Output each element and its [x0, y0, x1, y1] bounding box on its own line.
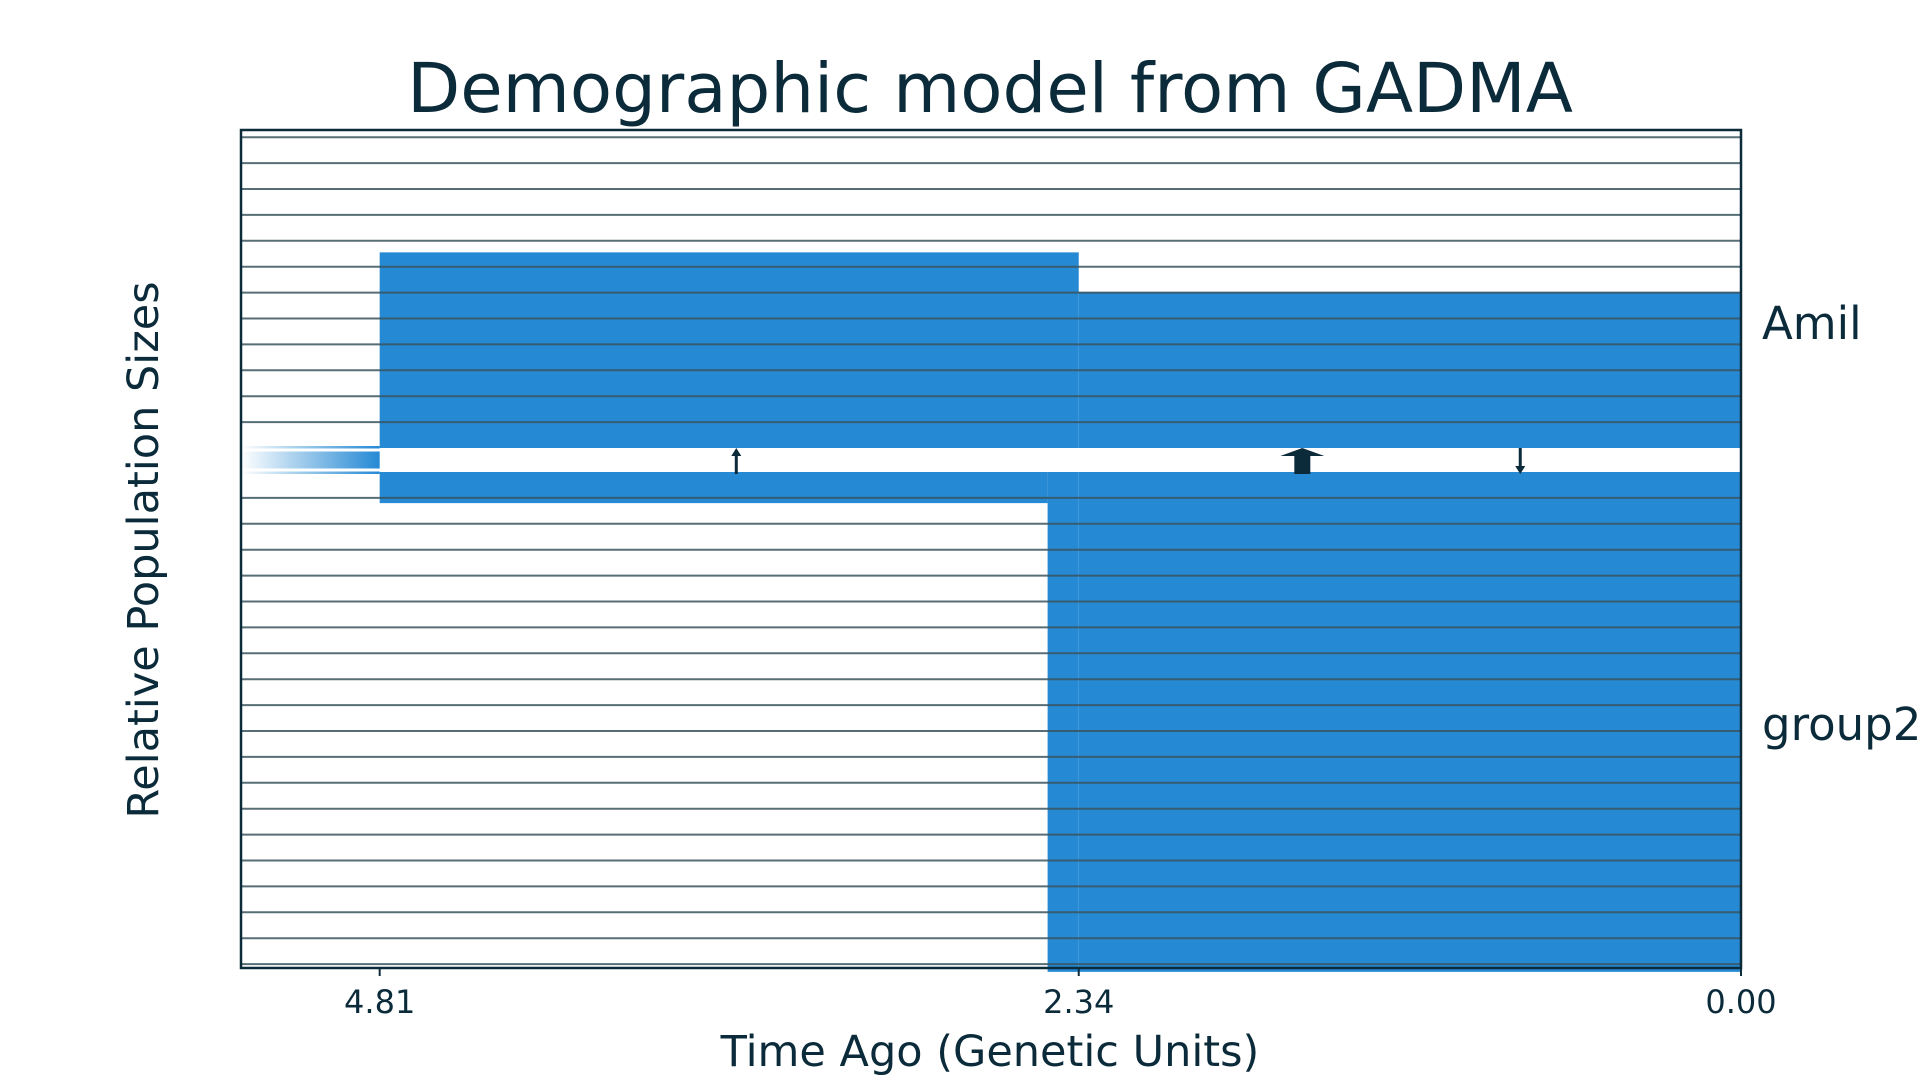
chart-title: Demographic model from GADMA: [407, 49, 1573, 129]
population-group2-segment-2: [1078, 472, 1741, 972]
population-Amil-segment-0: [379, 252, 1079, 448]
plot-area: 4.81 2.34 0.00 Amil group2: [239, 128, 1920, 1021]
x-tick-label: 2.34: [1043, 983, 1114, 1021]
population-group2-segment-0: [379, 472, 1048, 504]
migration-arrow-2-head: [1515, 466, 1526, 474]
migration-arrow-2-shaft: [1518, 448, 1522, 466]
plot-frame: [239, 128, 1743, 970]
migration-arrow-1-shaft: [1294, 454, 1311, 474]
population-group2-segment-1: [1047, 472, 1079, 972]
population-label-amil: Amil: [1762, 297, 1862, 350]
migration-arrow-1-head: [1280, 448, 1325, 456]
migration-arrow-0-head: [731, 448, 742, 456]
y-axis-label: Relative Population Sizes: [119, 281, 169, 818]
x-tick-label: 4.81: [344, 983, 415, 1021]
migration-arrow-0-shaft: [734, 454, 738, 474]
population-label-group2: group2: [1762, 698, 1920, 751]
x-axis-label: Time Ago (Genetic Units): [720, 1027, 1260, 1077]
x-tick-label: 0.00: [1705, 983, 1776, 1021]
